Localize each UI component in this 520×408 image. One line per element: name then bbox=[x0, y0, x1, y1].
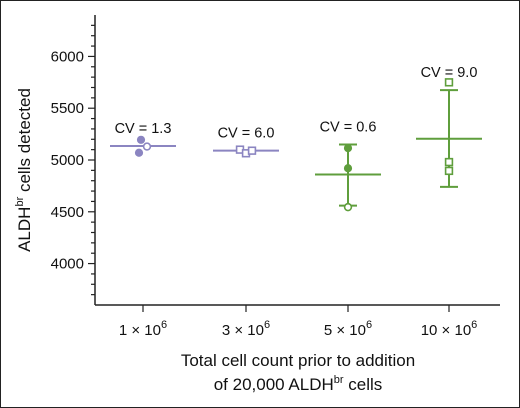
data-point bbox=[444, 157, 454, 167]
data-point bbox=[444, 78, 454, 87]
data-point bbox=[247, 146, 257, 155]
y-tick-label: 4500 bbox=[51, 204, 84, 221]
y-tick-label: 5000 bbox=[51, 152, 84, 169]
cv-label: CV = 0.6 bbox=[320, 119, 377, 135]
y-tick-label: 4000 bbox=[51, 256, 84, 273]
y-tick-label: 6000 bbox=[51, 48, 84, 65]
data-point bbox=[343, 143, 353, 153]
x-tick-label: 1 × 106 bbox=[119, 319, 167, 339]
data-point bbox=[343, 202, 353, 212]
x-tick-label: 3 × 106 bbox=[222, 319, 270, 339]
y-tick-label: 5500 bbox=[51, 100, 84, 117]
x-axis-label-line1: Total cell count prior to addition bbox=[181, 351, 415, 370]
x-tick-label: 10 × 106 bbox=[421, 319, 478, 339]
data-point bbox=[444, 166, 454, 176]
cv-label: CV = 1.3 bbox=[115, 121, 172, 137]
x-tick-label: 5 × 106 bbox=[324, 319, 372, 339]
data-point bbox=[136, 135, 146, 144]
data-point bbox=[343, 164, 353, 173]
data-point bbox=[142, 142, 152, 151]
axes: 4000 4500 5000 5500 6000 1 × 106 3 × 106 5 × 10… bbox=[51, 15, 500, 339]
marks: CV = 1.3 CV = 6.0 CV = 0.6 CV = 9.0 bbox=[110, 65, 482, 212]
data-point bbox=[134, 148, 144, 157]
cv-label: CV = 9.0 bbox=[421, 65, 478, 81]
x-axis-label-line2: of 20,000 ALDHbr cells bbox=[214, 374, 383, 394]
y-axis-label: ALDHbr cells detected bbox=[14, 88, 34, 252]
cv-label: CV = 6.0 bbox=[218, 126, 275, 142]
